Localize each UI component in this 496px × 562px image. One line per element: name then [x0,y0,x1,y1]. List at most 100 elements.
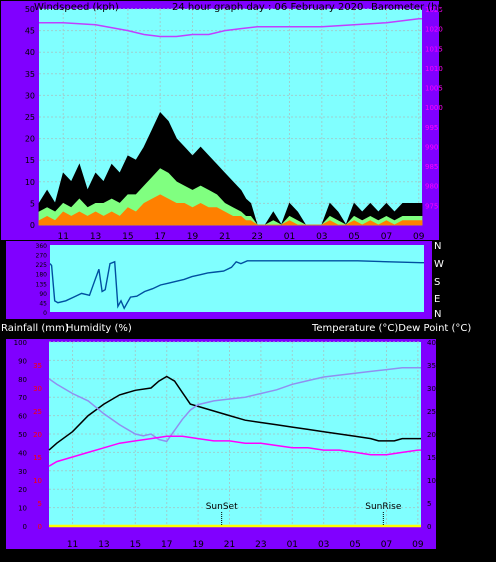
humidity-y-tick-label: 40 [18,449,27,457]
wind-direction-line [49,260,424,310]
wind-x-tick-label: 19 [187,232,199,242]
temp-x-tick-label: 13 [98,540,109,550]
barometer-y-tick-label: 1005 [425,85,443,93]
rainfall-y-tick-label: 10 [33,477,42,485]
wind-dir-label-s: S [434,277,440,288]
wind-y-tick-label: 5 [30,199,35,208]
humidity-y-tick-label: 0 [23,523,27,531]
barometer-y-tick-label: 1015 [425,45,443,53]
wind-x-tick-label: 15 [122,232,133,242]
barometer-y-tick-label: 1000 [425,104,443,112]
barometer-y-tick-label: 1020 [425,26,443,34]
temperature-y-tick-label: 5 [427,500,431,508]
temperature-axis-title: Temperature (°C)Dew Point (°C) [311,323,471,334]
wind-x-tick-label: 13 [90,232,101,242]
rainfall-axis-title: Rainfall (mm) [1,323,69,334]
wind-y-tick-label: 0 [30,221,35,230]
rainfall-y-tick-label: 35 [33,362,42,370]
direction-chart: 360 270 225 180 135 90 45 0 [36,243,424,317]
temperature-y-tick-label: 15 [427,454,436,462]
humidity-axis-title: Humidity (%) [66,323,132,334]
temp-x-tick-label: 11 [67,540,78,550]
wind-x-tick-label: 11 [58,232,69,242]
wind-y-tick-label: 50 [25,5,35,14]
direction-y-tick-label: 225 [36,262,48,269]
wind-y-tick-label: 30 [25,91,35,100]
wind-dir-label-n-top: N [434,241,441,252]
barometer-y-tick-label: 975 [425,202,438,210]
wind-y-tick-label: 15 [25,156,35,165]
windspeed-axis-title: Windspeed (kph) [34,2,119,13]
temp-x-tick-label: 21 [224,540,235,550]
humidity-y-tick-label: 50 [18,431,27,439]
rainfall-y-tick-label: 0 [38,523,42,531]
direction-y-tick-label: 360 [36,243,48,250]
barometer-y-tick-label: 985 [425,163,438,171]
temperature-y-tick-label: 10 [427,477,436,485]
wind-x-tick-label: 01 [284,232,295,242]
temperature-line [48,375,421,451]
humidity-y-tick-label: 30 [18,468,27,476]
humidity-y-tick-label: 60 [18,413,27,421]
rainfall-y-tick-label: 25 [33,408,42,416]
barometer-y-tick-label: 1025 [425,6,443,14]
rainfall-y-tick-label: 20 [33,431,42,439]
wind-series-low [38,194,423,226]
direction-y-tick-label: 0 [43,310,47,317]
temp-x-tick-label: 09 [412,540,424,550]
wind-x-tick-label: 03 [316,232,327,242]
temp-x-tick-label: 03 [318,540,329,550]
wind-y-tick-label: 20 [25,135,35,144]
sunrise-label: SunRise [365,502,402,512]
wind-dir-label-w: W [434,259,444,270]
barometer-axis-title: Barometer (hpa) [371,2,454,13]
temperature-y-tick-label: 20 [427,431,436,439]
temperature-y-tick-label: 25 [427,408,436,416]
rainfall-y-tick-label: 5 [38,500,42,508]
humidity-y-tick-label: 10 [18,505,27,513]
wind-x-tick-label: 17 [154,232,165,242]
rainfall-y-tick-label: 30 [33,385,42,393]
rainfall-y-tick-label: 15 [33,454,42,462]
sunset-label: SunSet [206,502,238,512]
temp-x-tick-label: 05 [349,540,360,550]
barometer-y-tick-label: 995 [425,124,438,132]
temperature-y-tick-label: 30 [427,385,436,393]
wind-x-tick-label: 09 [413,232,425,242]
wind-x-tick-label: 05 [348,232,359,242]
temperature-y-tick-label: 35 [427,362,436,370]
temp-x-tick-label: 17 [161,540,172,550]
humidity-y-tick-label: 100 [14,339,27,347]
temp-x-tick-label: 19 [192,540,204,550]
wind-x-tick-label: 23 [251,232,262,242]
direction-y-tick-label: 135 [36,281,48,288]
temp-x-tick-label: 15 [130,540,141,550]
direction-y-tick-label: 180 [36,272,48,279]
temperature-y-tick-label: 40 [427,339,436,347]
temp-x-tick-label: 07 [381,540,392,550]
barometer-y-tick-label: 1010 [425,65,443,73]
barometer-y-tick-label: 980 [425,183,438,191]
graph-title: 24 hour graph day : 06 February 2020 [172,2,363,13]
wind-y-tick-label: 35 [25,70,35,79]
direction-y-tick-label: 90 [39,291,47,298]
dewpoint-line [48,435,421,467]
wind-y-tick-label: 40 [25,48,35,57]
direction-plot-area [50,245,424,312]
temp-x-tick-label: 01 [287,540,298,550]
barometer-line [39,18,422,38]
wind-y-tick-label: 25 [25,113,35,122]
wind-y-tick-label: 10 [25,178,35,187]
temperature-chart: 0102030405060708090100051015202530350510… [14,339,436,550]
humidity-y-tick-label: 20 [18,486,27,494]
wind-dir-label-e: E [434,294,440,305]
humidity-y-tick-label: 90 [18,357,27,365]
wind-y-tick-label: 45 [25,27,35,36]
barometer-y-tick-label: 990 [425,143,438,151]
temp-x-tick-label: 23 [255,540,266,550]
humidity-y-tick-label: 70 [18,394,27,402]
wind-x-tick-label: 07 [381,232,392,242]
humidity-line [48,367,421,443]
